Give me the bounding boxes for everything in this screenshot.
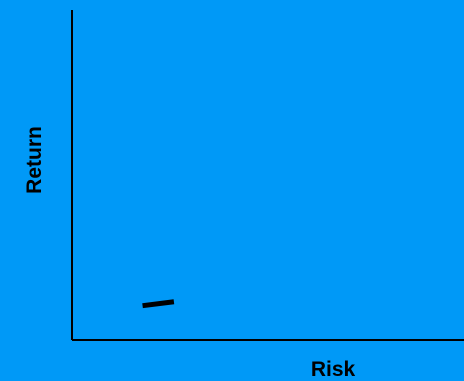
- x-axis-label: Risk: [311, 358, 356, 381]
- series-0-segment: [142, 299, 175, 309]
- y-axis-label: Return: [23, 126, 46, 194]
- series-marks: [142, 299, 175, 309]
